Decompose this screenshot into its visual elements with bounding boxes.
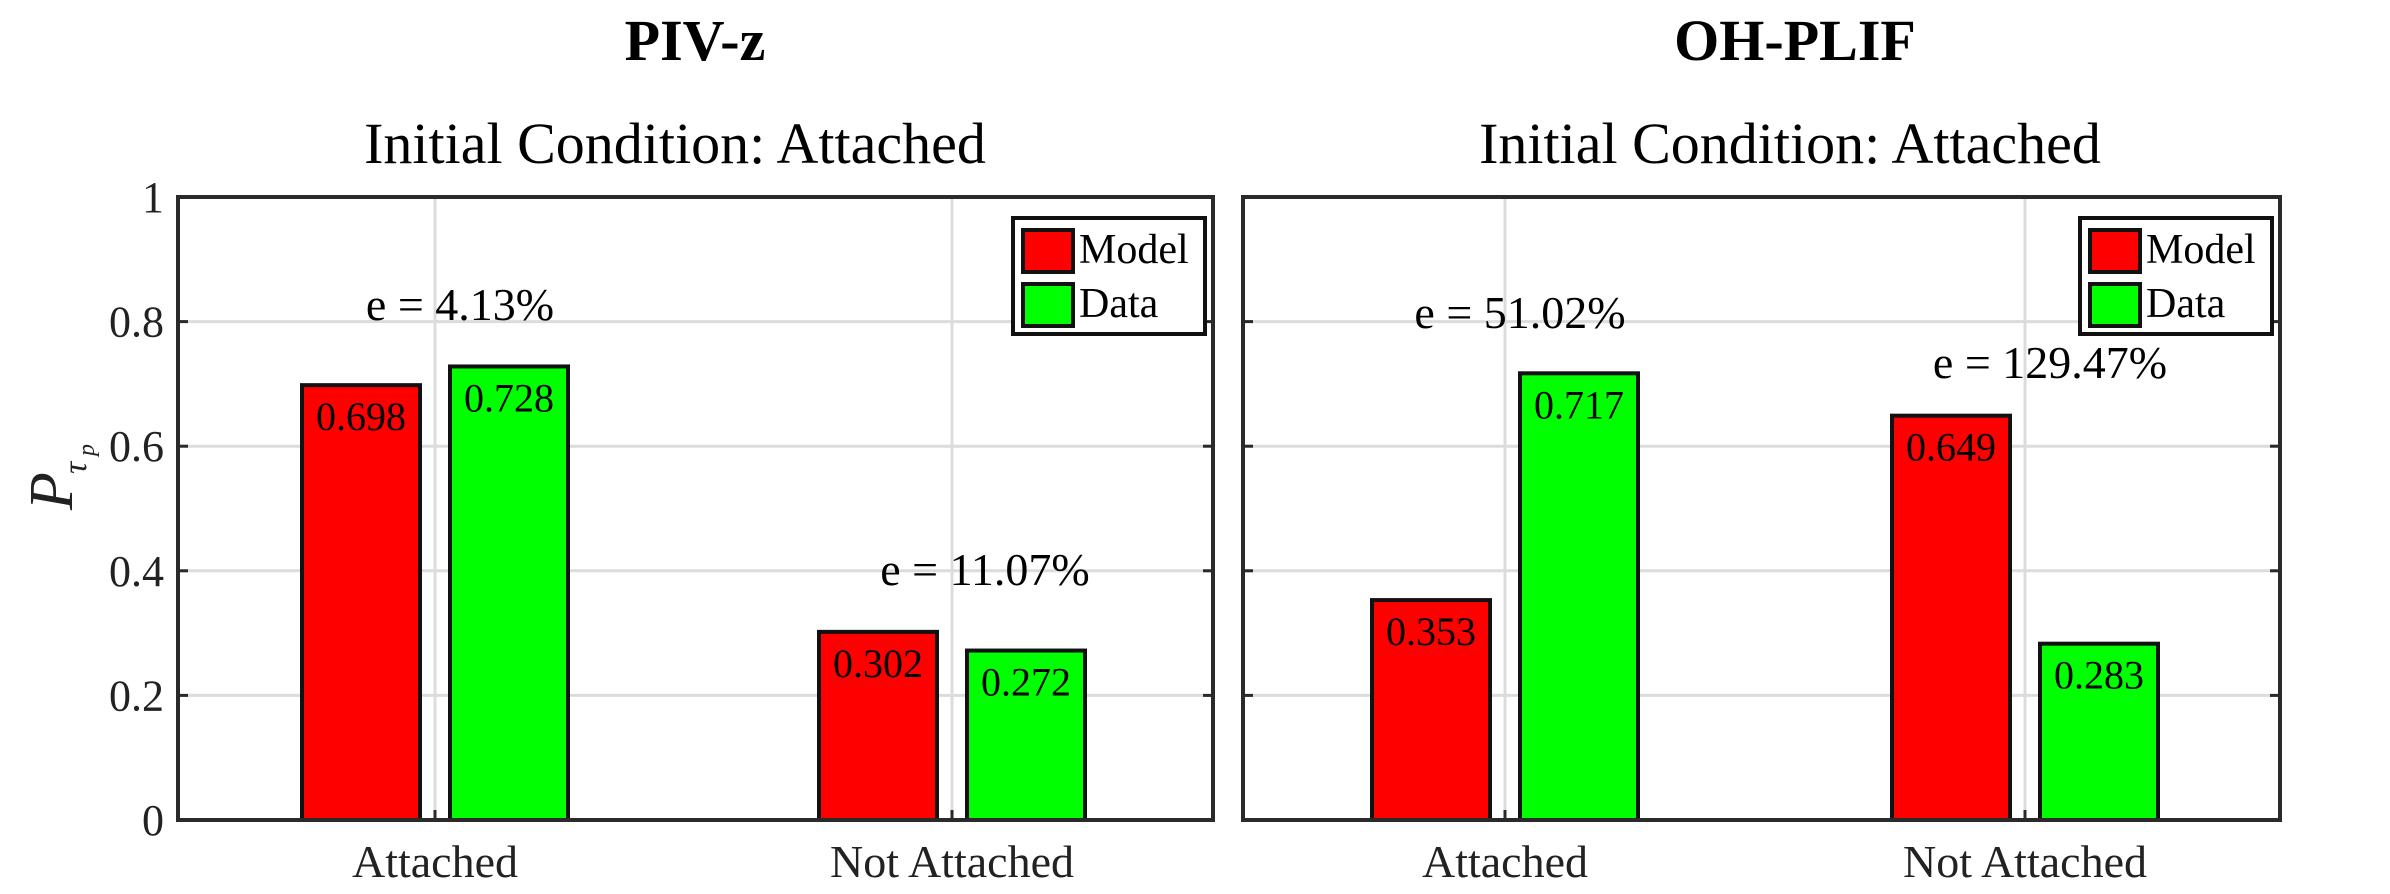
panel1-title: PIV-z — [625, 8, 766, 73]
bar-value-label: 0.728 — [464, 375, 554, 420]
bar-data-1 — [448, 364, 570, 822]
bar-data-2 — [2038, 641, 2160, 822]
legend-label-model: Model — [1079, 227, 1189, 273]
error-annotation: e = 4.13% — [366, 279, 554, 330]
legend-label-model: Model — [2146, 227, 2256, 273]
bar-data-2 — [965, 648, 1087, 822]
legend-swatch-data — [1021, 282, 1075, 328]
x-tick-label: Attached — [352, 836, 518, 887]
legend-label-data: Data — [2146, 281, 2226, 327]
error-annotation: e = 129.47% — [1933, 337, 2167, 388]
panel-1: 0.698 0.728 e = 4.13% Attached 0.302 0.272 e =… — [109, 173, 1215, 887]
legend-swatch-data — [2088, 282, 2142, 328]
legend: Model Data — [1011, 216, 1207, 336]
y-tick-label: 0.4 — [109, 547, 164, 596]
bar-data-1 — [1518, 371, 1640, 822]
panel1-subtitle: Initial Condition: Attached — [364, 111, 986, 176]
y-axis-label-main: P — [18, 472, 86, 511]
legend-swatch-model — [1021, 228, 1075, 274]
bar-value-label: 0.353 — [1386, 609, 1476, 654]
y-tick-label: 0.6 — [109, 422, 164, 471]
legend-swatch-model — [2088, 228, 2142, 274]
legend-label-data: Data — [1079, 281, 1159, 327]
error-annotation: e = 51.02% — [1414, 287, 1625, 338]
panel2-subtitle: Initial Condition: Attached — [1479, 111, 2101, 176]
x-tick-label: Not Attached — [830, 836, 1074, 887]
y-tick-label: 1 — [142, 173, 164, 222]
x-tick-label: Not Attached — [1903, 836, 2147, 887]
panel2-title: OH-PLIF — [1674, 8, 1916, 73]
y-tick-label: 0.8 — [109, 298, 164, 347]
bar-value-label: 0.698 — [316, 394, 406, 439]
bar-value-label: 0.302 — [833, 641, 923, 686]
axes-box — [176, 195, 1215, 822]
y-axis-label: P τ p — [18, 444, 100, 511]
y-axis-label-sub: τ — [57, 460, 94, 474]
bar-value-label: 0.283 — [2054, 653, 2144, 698]
y-tick-label: 0 — [142, 796, 164, 845]
y-axis-label-subsub: p — [74, 444, 100, 458]
bar-model-1 — [300, 383, 422, 822]
bar-value-label: 0.717 — [1534, 382, 1624, 427]
x-tick-label: Attached — [1422, 836, 1588, 887]
bar-value-label: 0.649 — [1906, 425, 1996, 470]
y-tick-label: 0.2 — [109, 671, 164, 720]
legend: Model Data — [2078, 216, 2274, 336]
error-annotation: e = 11.07% — [880, 544, 1089, 595]
axes-box — [1241, 195, 2282, 822]
panel-2: 0.353 0.717 e = 51.02% Attached 0.649 0.283 e … — [1241, 195, 2282, 887]
bar-model-2 — [1890, 413, 2012, 822]
bar-value-label: 0.272 — [981, 660, 1071, 705]
